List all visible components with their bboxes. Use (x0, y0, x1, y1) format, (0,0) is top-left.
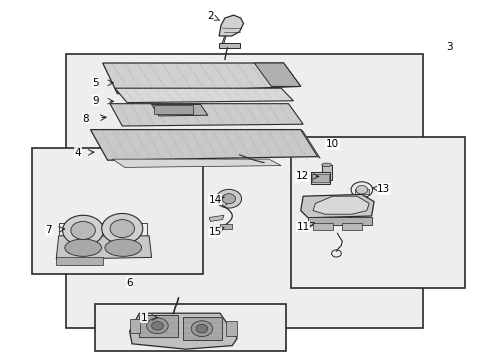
Polygon shape (112, 159, 281, 167)
Text: 11: 11 (296, 222, 309, 232)
Text: 2: 2 (206, 11, 213, 21)
Polygon shape (312, 196, 368, 214)
Text: 6: 6 (126, 278, 133, 288)
Text: 15: 15 (208, 227, 222, 237)
Text: 3: 3 (446, 42, 452, 52)
Circle shape (110, 220, 134, 238)
Ellipse shape (321, 163, 331, 167)
Polygon shape (300, 130, 320, 158)
Bar (310, 172, 329, 184)
Text: 10: 10 (325, 139, 338, 149)
Polygon shape (300, 194, 373, 218)
Ellipse shape (64, 239, 102, 256)
Circle shape (151, 321, 163, 330)
Polygon shape (90, 130, 317, 160)
Bar (321, 165, 331, 180)
Polygon shape (56, 236, 151, 259)
Polygon shape (219, 43, 239, 48)
Ellipse shape (104, 239, 142, 256)
Circle shape (71, 221, 95, 239)
Text: 7: 7 (45, 225, 52, 235)
Bar (32, 148, 203, 274)
Bar (311, 174, 328, 182)
Bar (183, 317, 222, 340)
Circle shape (102, 213, 142, 244)
Text: 5: 5 (92, 78, 99, 88)
Polygon shape (221, 36, 225, 47)
Text: 4: 4 (75, 148, 81, 158)
Text: 13: 13 (376, 184, 390, 194)
Bar (66, 54, 422, 328)
Circle shape (222, 194, 235, 204)
Text: 9: 9 (92, 96, 99, 106)
Polygon shape (151, 104, 207, 116)
Bar (290, 137, 464, 288)
Circle shape (216, 189, 241, 208)
Bar (222, 194, 236, 203)
Bar (56, 257, 102, 265)
Text: 1: 1 (141, 312, 147, 323)
Bar (312, 223, 332, 230)
Polygon shape (102, 63, 300, 94)
Bar (95, 304, 285, 351)
Bar (354, 189, 368, 194)
Text: 14: 14 (208, 195, 222, 205)
Text: 12: 12 (295, 171, 308, 181)
Polygon shape (219, 15, 243, 36)
Bar (307, 217, 371, 225)
Bar (220, 224, 232, 229)
Circle shape (191, 321, 212, 337)
Polygon shape (254, 63, 300, 86)
Bar (154, 105, 193, 114)
Circle shape (62, 215, 103, 246)
Circle shape (146, 318, 168, 334)
Circle shape (355, 185, 367, 194)
Bar (139, 315, 178, 337)
Bar (225, 321, 236, 336)
Text: 8: 8 (82, 114, 89, 124)
Polygon shape (115, 88, 293, 103)
Bar (342, 223, 361, 230)
Polygon shape (129, 313, 237, 349)
Circle shape (196, 324, 207, 333)
Polygon shape (209, 215, 224, 221)
Bar (129, 319, 140, 333)
Polygon shape (110, 104, 303, 126)
